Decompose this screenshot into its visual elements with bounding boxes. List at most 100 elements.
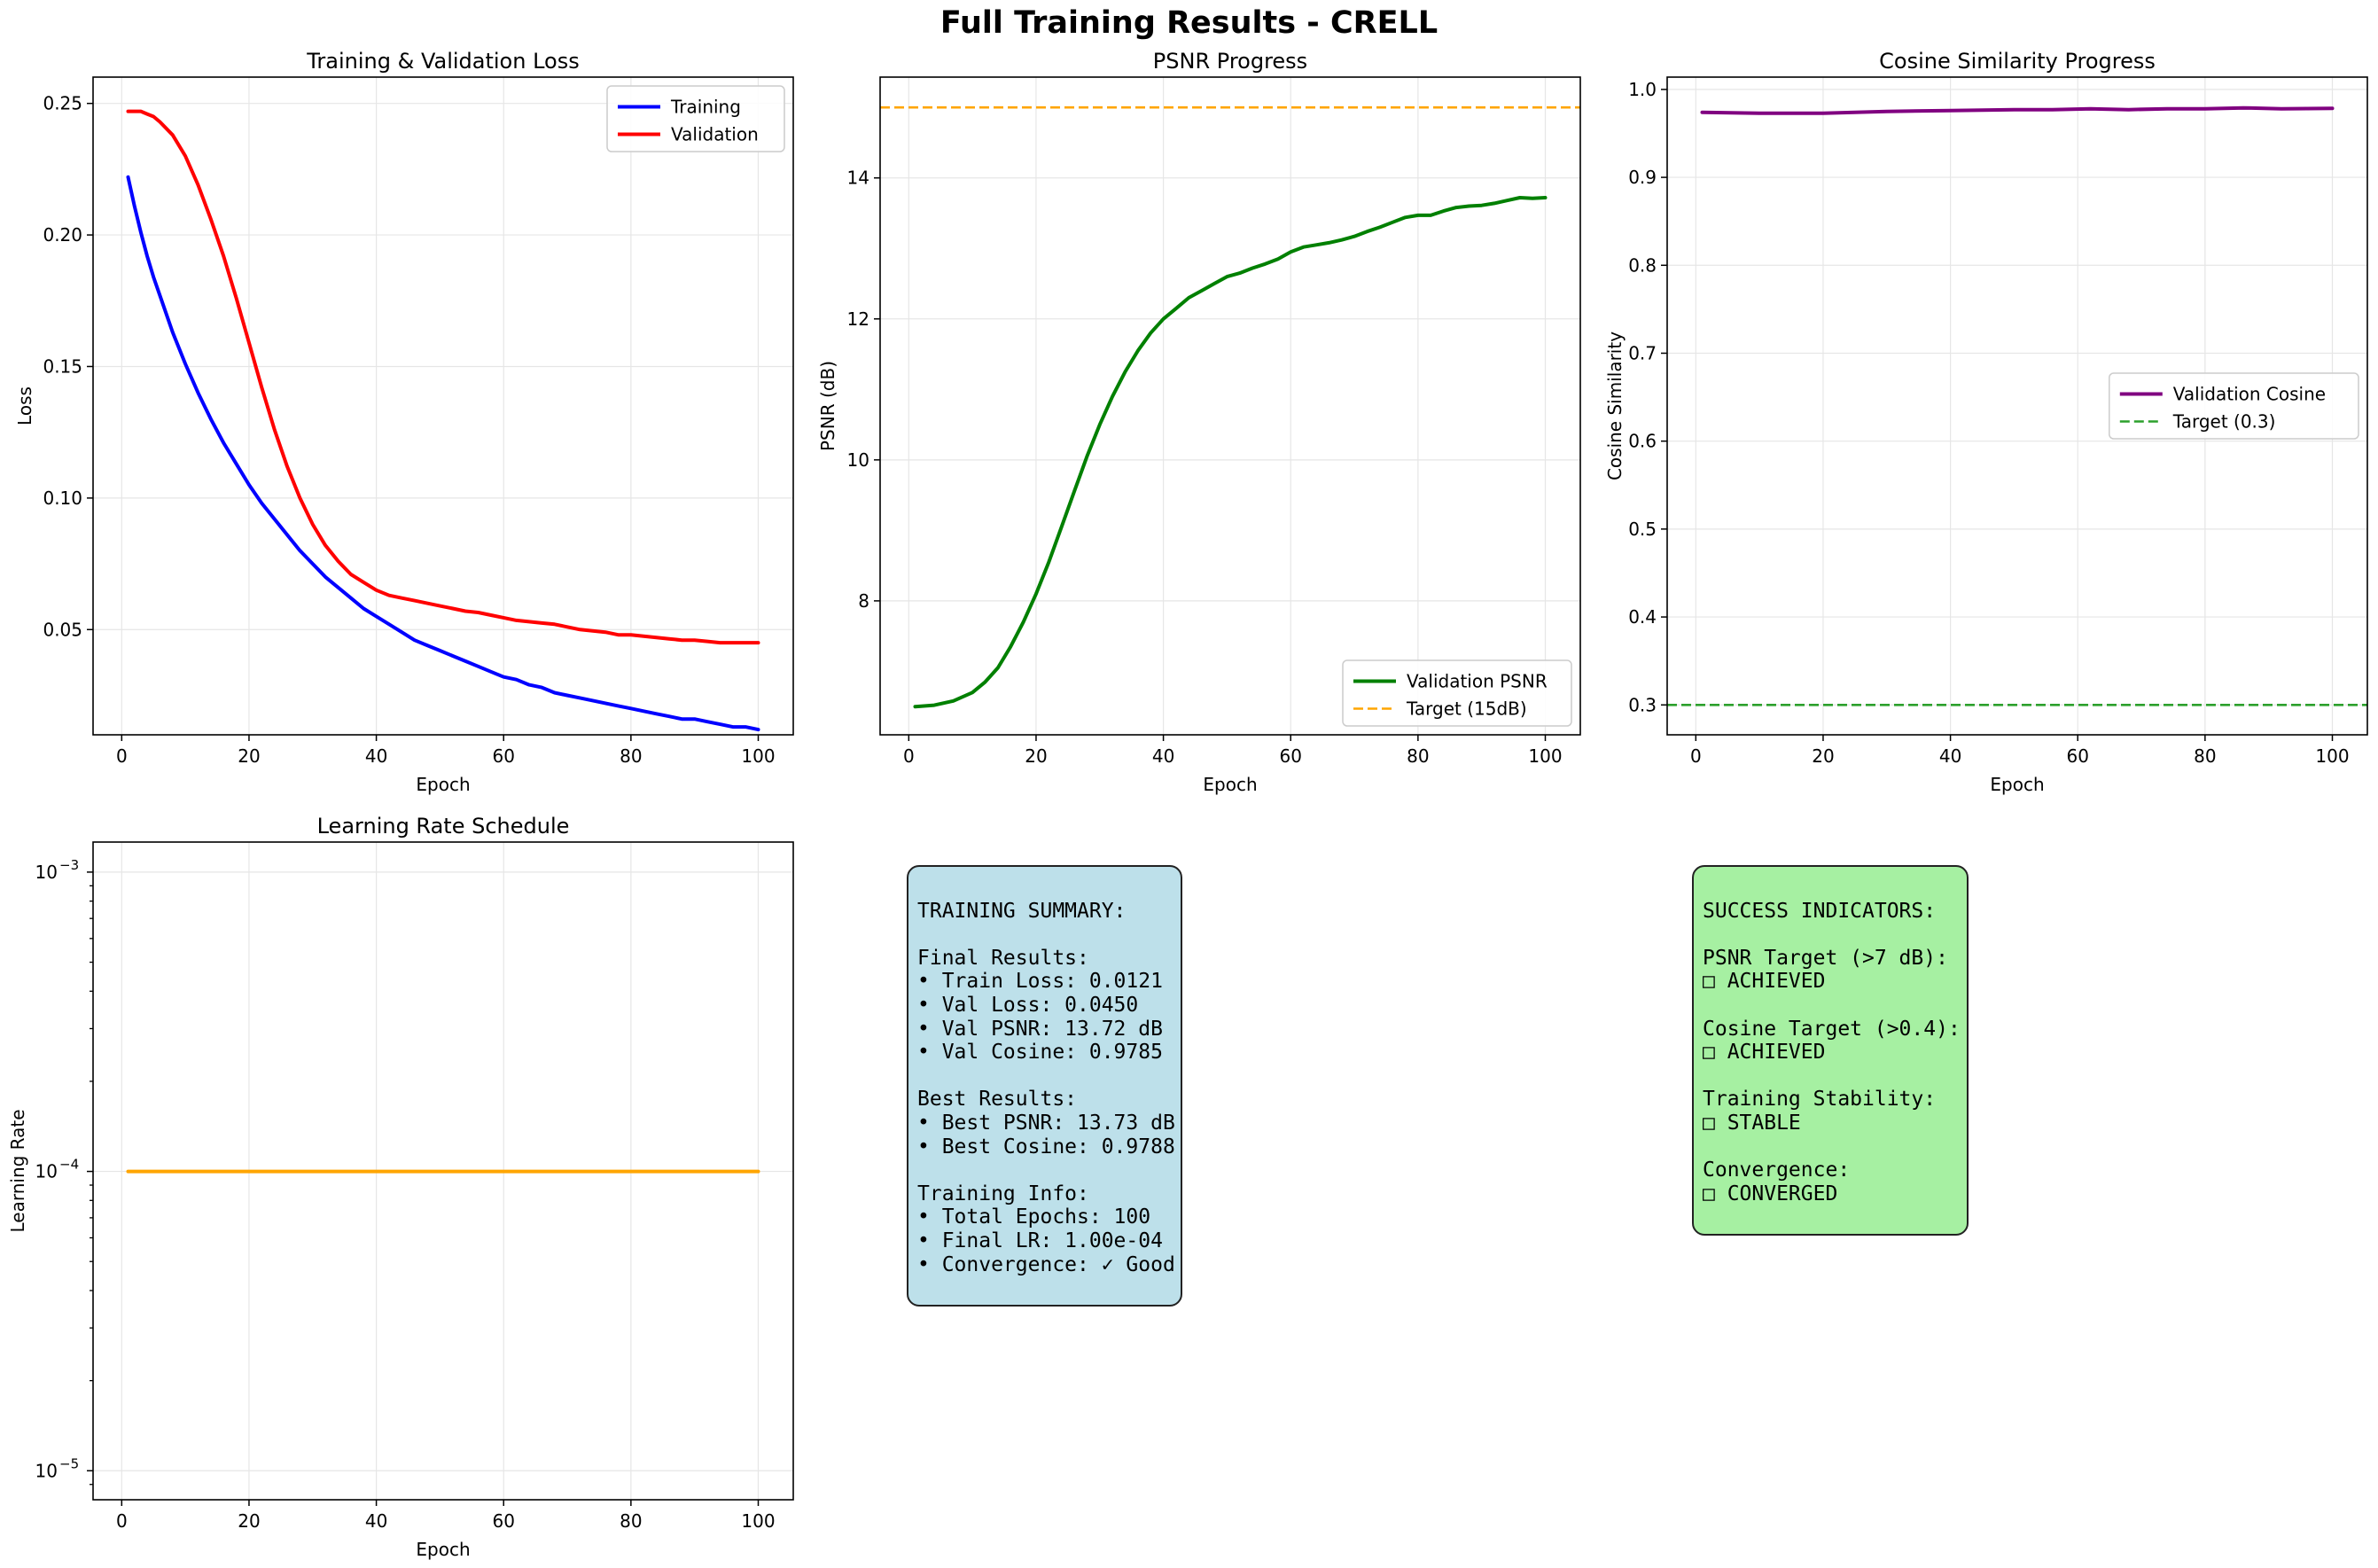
summary-box-line: [917, 1158, 1172, 1182]
success-box-line: [1703, 994, 1958, 1018]
chart-cosine: 0 20 40 60 80 100 0.3 0.4 0.5 0.6 0.7 0.8 0.9 1.0 Cosi…: [1604, 49, 2368, 795]
success-box-line: □ CONVERGED: [1703, 1182, 1838, 1205]
summary-box-line: • Train Loss: 0.0121: [917, 970, 1163, 994]
legend-label: Validation: [671, 124, 759, 145]
y-tick-label: 1.0: [1628, 79, 1657, 100]
summary-box-line: Training Info:: [917, 1182, 1089, 1205]
y-tick-exponent: −4: [59, 1157, 79, 1173]
x-tick-label: 0: [116, 745, 128, 767]
x-tick-label: 20: [238, 1510, 260, 1532]
y-tick-label: 0.6: [1628, 431, 1657, 452]
success-box-line: [1703, 1065, 1958, 1088]
y-tick-label: 0.20: [43, 224, 82, 246]
y-tick-label: 0.4: [1628, 606, 1657, 628]
success-box-line: Training Stability:: [1703, 1088, 1937, 1112]
summary-box-line: Final Results:: [917, 946, 1089, 970]
legend-label: Training: [670, 97, 741, 118]
x-tick-label: 20: [238, 745, 260, 767]
success-box-line: SUCCESS INDICATORS:: [1703, 899, 1937, 923]
success-box-line: [1703, 1135, 1958, 1159]
summary-box-line: • Val Loss: 0.0450: [917, 993, 1139, 1017]
y-axis-label: Learning Rate: [7, 1109, 28, 1232]
legend: Training Validation: [606, 85, 785, 152]
axes-frame: [1666, 76, 2368, 736]
x-tick-label: 100: [741, 1510, 775, 1532]
series-line-validation: [126, 109, 760, 645]
legend-label: Validation PSNR: [1407, 671, 1548, 692]
series-line-validation-psnr: [913, 196, 1548, 709]
x-tick-label: 40: [1939, 745, 1961, 767]
x-tick-label: 80: [2194, 745, 2216, 767]
y-tick-label: 12: [847, 308, 869, 330]
x-tick-label: 80: [620, 745, 642, 767]
legend: Validation PSNR Target (15dB): [1342, 659, 1572, 727]
y-tick-exponent: −5: [59, 1455, 79, 1471]
chart-title: PSNR Progress: [1153, 49, 1307, 74]
x-tick-label: 100: [1528, 745, 1562, 767]
x-tick-label: 80: [1407, 745, 1429, 767]
axes-frame: [92, 76, 794, 736]
summary-box-line: [917, 923, 1172, 947]
x-axis-label: Epoch: [416, 774, 470, 795]
figure-title: Full Training Results - CRELL: [940, 5, 1438, 41]
summary-box-line: • Final LR: 1.00e-04: [917, 1229, 1163, 1252]
y-tick-exponent: −3: [59, 857, 79, 873]
success-box-line: Convergence:: [1703, 1158, 1851, 1182]
success-box-line: □ ACHIEVED: [1703, 970, 1826, 994]
summary-box-line: [917, 876, 1172, 900]
y-axis-label: Loss: [14, 386, 35, 425]
y-tick-label: 0.9: [1628, 167, 1657, 188]
training-summary-box: TRAINING SUMMARY: Final Results: • Train L…: [907, 865, 1182, 1307]
y-tick-label: 0.15: [43, 355, 82, 377]
y-tick-label: 10: [35, 1460, 58, 1481]
legend-frame: [2109, 372, 2359, 440]
summary-box-line: • Best PSNR: 13.73 dB: [917, 1111, 1175, 1135]
y-tick-label: 10: [847, 449, 869, 471]
success-box-line: Cosine Target (>0.4):: [1703, 1017, 1961, 1041]
summary-box-line: [917, 1065, 1172, 1088]
chart-psnr: 0 20 40 60 80 100 8 10 12 14 PSNR Progress Epoch PSN…: [817, 49, 1581, 795]
x-tick-label: 60: [1280, 745, 1302, 767]
success-box-line: PSNR Target (>7 dB):: [1703, 946, 1948, 970]
x-axis-label: Epoch: [416, 1539, 470, 1560]
x-tick-label: 100: [741, 745, 775, 767]
x-tick-label: 100: [2315, 745, 2349, 767]
x-tick-label: 40: [365, 745, 387, 767]
success-indicators-box: SUCCESS INDICATORS: PSNR Target (>7 dB): □…: [1692, 865, 1969, 1236]
summary-box-line: TRAINING SUMMARY:: [917, 899, 1127, 923]
x-tick-label: 60: [2067, 745, 2089, 767]
y-tick-label: 0.8: [1628, 254, 1657, 276]
chart-title: Cosine Similarity Progress: [1879, 49, 2156, 74]
y-tick-label: 0.7: [1628, 342, 1657, 363]
success-box-line: [1703, 923, 1958, 947]
y-tick-label: 0.10: [43, 488, 82, 509]
x-tick-label: 0: [903, 745, 915, 767]
y-tick-label: 0.25: [43, 93, 82, 114]
x-tick-label: 60: [493, 745, 515, 767]
x-tick-label: 60: [493, 1510, 515, 1532]
x-tick-label: 80: [620, 1510, 642, 1532]
legend-label: Validation Cosine: [2173, 384, 2326, 405]
x-tick-label: 0: [116, 1510, 128, 1532]
chart-title: Learning Rate Schedule: [317, 814, 570, 839]
y-tick-label: 10: [35, 862, 58, 883]
axes-frame: [879, 76, 1581, 736]
x-axis-label: Epoch: [1990, 774, 2044, 795]
chart-loss: 0 20 40 60 80 100 0.05 0.10 0.15 0.20 0.25 Training…: [14, 49, 794, 795]
x-tick-label: 40: [365, 1510, 387, 1532]
series-line-training: [126, 175, 760, 732]
success-box-line: □ ACHIEVED: [1703, 1041, 1826, 1065]
legend-frame: [1342, 659, 1572, 727]
x-tick-label: 40: [1152, 745, 1174, 767]
y-tick-label: 10: [35, 1161, 58, 1182]
legend: Validation Cosine Target (0.3): [2109, 372, 2359, 440]
y-tick-label: 0.05: [43, 619, 82, 640]
success-box-line: [1703, 876, 1958, 900]
y-axis-label: PSNR (dB): [817, 361, 838, 451]
summary-box-line: • Total Epochs: 100: [917, 1205, 1151, 1229]
y-tick-label: 8: [858, 590, 869, 612]
x-tick-label: 20: [1025, 745, 1047, 767]
x-tick-label: 20: [1812, 745, 1834, 767]
